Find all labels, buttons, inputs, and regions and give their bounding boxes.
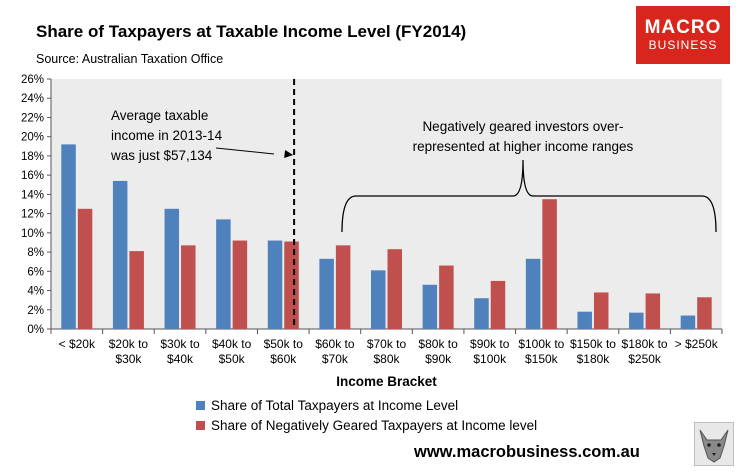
annotation-arrow (215, 147, 275, 155)
x-category-label: $150k to (570, 337, 616, 351)
logo-line2: BUSINESS (648, 38, 718, 52)
legend-swatch-series2 (196, 421, 205, 430)
bar-series1 (525, 258, 541, 329)
bar-series2 (129, 251, 144, 329)
macrobusiness-logo: MACRO BUSINESS (636, 6, 730, 64)
legend-swatch-series1 (196, 401, 205, 410)
x-category-label: $30k (115, 352, 142, 366)
bar-series2 (593, 292, 609, 329)
x-category-label: $70k to (367, 337, 407, 351)
wolf-icon (694, 422, 734, 466)
bar-series1 (629, 312, 644, 329)
bar-chart: 0% 2% 4% 6% 8% 10% 12% 14% 16% 18% 20% 22% 24% 26% < $… (21, 74, 723, 389)
x-category-label: $40k to (212, 337, 252, 351)
bar-series2 (77, 208, 93, 329)
x-category-label: > $250k (675, 337, 719, 351)
x-category-label: $100k (473, 352, 507, 366)
y-tick-label: 26% (21, 74, 44, 86)
y-tick-label: 6% (27, 266, 44, 278)
y-tick-label: 4% (27, 286, 44, 298)
x-category-label: $80k to (418, 337, 458, 351)
x-category-label: $70k (322, 352, 349, 366)
annotation-negative-gearing: Negatively geared investors over- (422, 119, 623, 134)
bar-series1 (577, 311, 592, 329)
bar-series2 (697, 297, 712, 329)
legend-item-series1: Share of Total Taxpayers at Income Level (196, 398, 458, 413)
x-category-label: $250k (628, 352, 662, 366)
annotation-average-income: was just $57,134 (110, 148, 213, 163)
x-category-label: $90k (425, 352, 452, 366)
x-category-label: $180k to (622, 337, 668, 351)
bar-series1 (216, 219, 231, 329)
y-tick-label: 10% (21, 228, 44, 240)
y-tick-label: 16% (21, 170, 44, 182)
x-axis-title: Income Bracket (336, 374, 437, 389)
x-category-label: $100k to (518, 337, 564, 351)
bar-series2 (490, 280, 506, 329)
y-tick-label: 22% (21, 112, 44, 124)
y-tick-label: 24% (21, 93, 44, 105)
y-tick-label: 0% (27, 324, 44, 336)
x-category-label: $20k to (109, 337, 149, 351)
y-tick-label: 12% (21, 209, 44, 221)
bar-series1 (371, 270, 386, 329)
bar-series2 (387, 249, 402, 329)
bar-series1 (319, 258, 334, 329)
bar-series2 (645, 293, 661, 329)
annotation-brace (341, 159, 717, 233)
x-category-label: $60k to (315, 337, 355, 351)
annotation-average-income: Average taxable (111, 108, 208, 123)
legend-label-series2: Share of Negatively Geared Taxpayers at … (211, 418, 538, 433)
bar-series1 (164, 208, 180, 329)
bar-series1 (422, 284, 438, 329)
annotation-arrowhead (284, 150, 294, 158)
bar-series1 (267, 240, 283, 329)
bar-series2 (284, 241, 299, 329)
bar-series2 (542, 199, 557, 329)
legend-item-series2: Share of Negatively Geared Taxpayers at … (196, 418, 537, 433)
bar-series1 (680, 315, 696, 329)
bar-series1 (474, 298, 489, 329)
x-category-label: $180k (577, 352, 611, 366)
legend-label-series1: Share of Total Taxpayers at Income Level (211, 398, 459, 413)
x-category-label: $30k to (160, 337, 200, 351)
bar-series2 (439, 265, 454, 329)
x-category-label: < $20k (59, 337, 96, 351)
y-tick-label: 18% (21, 151, 44, 163)
bar-series1 (61, 144, 76, 329)
y-tick-label: 14% (21, 189, 44, 201)
x-category-label: $90k to (470, 337, 510, 351)
x-category-label: $40k (167, 352, 194, 366)
bar-series2 (232, 240, 248, 329)
x-category-label: $50k (219, 352, 246, 366)
annotation-average-income: income in 2013-14 (111, 128, 223, 143)
footer-url: www.macrobusiness.com.au (414, 443, 640, 461)
x-category-label: $60k (270, 352, 297, 366)
bar-series2 (181, 245, 196, 329)
x-category-label: $80k (373, 352, 400, 366)
plot-area (51, 79, 722, 329)
logo-line1: MACRO (644, 17, 722, 38)
y-tick-label: 2% (27, 305, 44, 317)
bar-series2 (335, 245, 351, 329)
annotation-negative-gearing: represented at higher income ranges (413, 139, 634, 154)
y-tick-label: 8% (27, 247, 44, 259)
bar-series1 (112, 180, 128, 329)
x-category-label: $50k to (264, 337, 304, 351)
y-tick-label: 20% (21, 132, 44, 144)
x-category-label: $150k (525, 352, 559, 366)
chart-source: Source: Australian Taxation Office (36, 52, 224, 66)
chart-title: Share of Taxpayers at Taxable Income Lev… (36, 22, 467, 41)
